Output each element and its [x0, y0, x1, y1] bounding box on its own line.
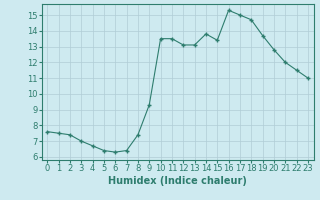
X-axis label: Humidex (Indice chaleur): Humidex (Indice chaleur) [108, 176, 247, 186]
